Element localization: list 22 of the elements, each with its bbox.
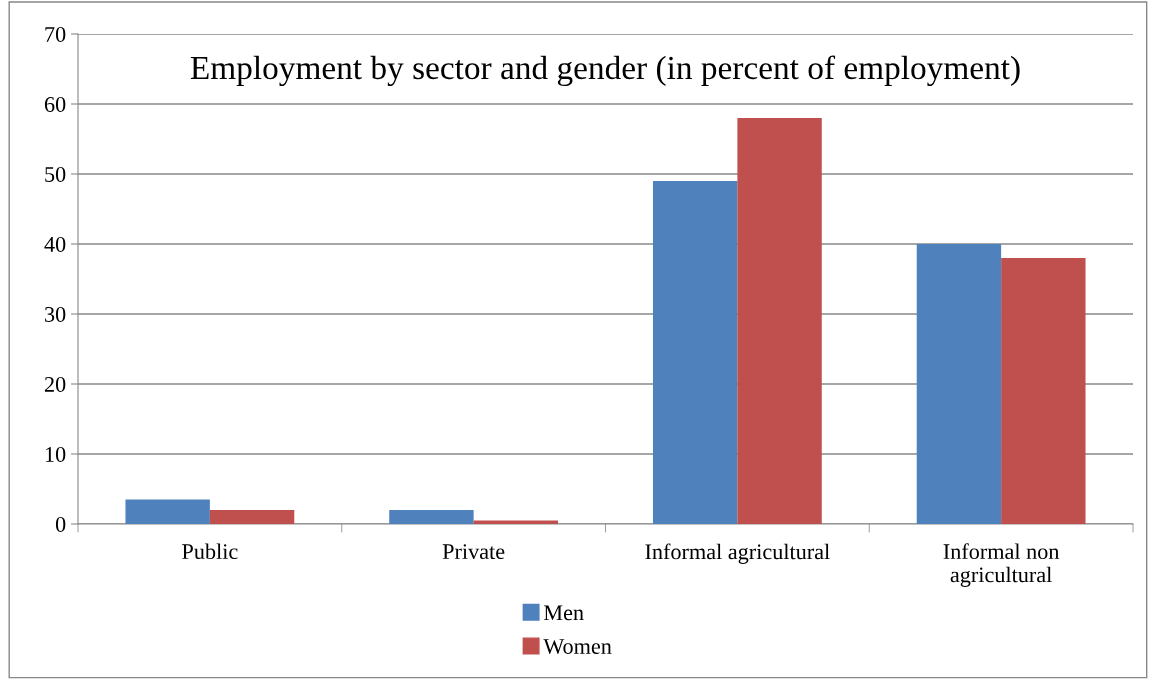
y-tick-label: 20 — [44, 376, 66, 392]
y-tick-label: 10 — [45, 446, 66, 462]
bar — [389, 510, 474, 524]
text: Employment by sector and gender (in percent of employment) — [190, 55, 1020, 87]
x-tick-label: Private — [442, 544, 505, 560]
legend-label: Men — [543, 605, 584, 621]
bar — [652, 181, 738, 524]
bar — [125, 499, 210, 524]
y-tick-label: 30 — [45, 306, 66, 322]
bar — [209, 510, 295, 524]
x-tick-label: Public — [182, 543, 238, 560]
bar — [1001, 258, 1086, 524]
x-tick-label: Informal agricultural — [645, 543, 830, 564]
y-tick-label: 70 — [45, 26, 66, 42]
y-tick-label: 50 — [45, 166, 66, 182]
y-tick-label: 0 — [55, 516, 66, 532]
y-tick-label: 60 — [44, 96, 66, 112]
bar — [916, 244, 1002, 524]
x-tick-label: Informal non agricultural — [943, 543, 1060, 587]
bar — [737, 118, 822, 524]
y-tick-label: 40 — [44, 236, 66, 252]
legend-label: Women — [543, 639, 612, 655]
